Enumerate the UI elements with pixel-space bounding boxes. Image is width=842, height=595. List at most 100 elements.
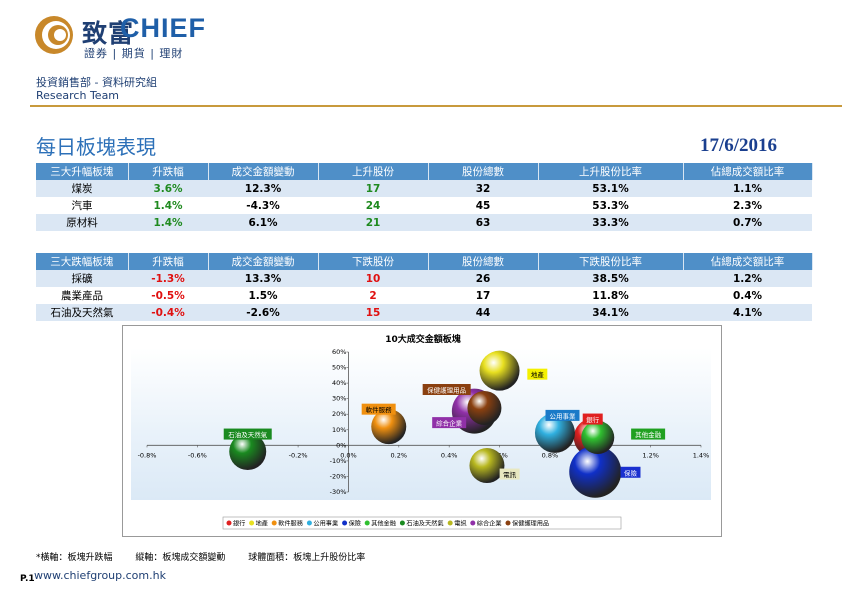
bottom_table-header-3: 下跌股份 xyxy=(318,253,429,270)
table-cell: 11.8% xyxy=(538,287,683,304)
y-tick-label: 30% xyxy=(332,395,346,403)
table-cell: 1.4% xyxy=(128,197,208,214)
top-losers-table: 三大跌幅板塊 升跌幅 成交金額變動 下跌股份 股份總數 下跌股份比率 佔總成交額比率 採礦 -… xyxy=(36,253,813,321)
top_table-header-3: 上升股份 xyxy=(318,163,429,180)
bubble-label-bg xyxy=(422,384,471,395)
top_table-header-0: 三大升幅板塊 xyxy=(36,163,129,180)
bubble-保險 xyxy=(569,445,622,498)
bubble-label: 其他金融 xyxy=(635,430,662,439)
table-cell: 1.5% xyxy=(208,287,318,304)
table-cell: -2.6% xyxy=(208,304,318,321)
table-cell: -1.3% xyxy=(128,270,208,287)
table-cell: 原材料 xyxy=(36,214,128,231)
table-cell: 0.4% xyxy=(683,287,812,304)
x-tick-label: -0.2% xyxy=(289,451,308,459)
bubble-其他金融 xyxy=(581,421,615,455)
y-tick-label: 20% xyxy=(332,410,346,418)
table-row: 汽車 1.4% -4.3% 24 45 53.3% 2.3% xyxy=(36,197,812,214)
legend-marker xyxy=(505,520,511,526)
table-cell: 2.3% xyxy=(683,197,812,214)
y-tick-label: -30% xyxy=(330,488,347,496)
table-cell: -4.3% xyxy=(208,197,318,214)
x-tick-label: 0.0% xyxy=(340,451,357,459)
y-tick-label: -10% xyxy=(330,457,347,465)
bubble-地產 xyxy=(479,350,520,391)
y-tick-label: 40% xyxy=(332,379,346,387)
bubble-label: 石油及天然氣 xyxy=(228,430,268,439)
x-tick-label: -0.8% xyxy=(138,451,157,459)
table-cell: 21 xyxy=(318,214,428,231)
table-cell: 採礦 xyxy=(36,270,128,287)
table-cell: 農業產品 xyxy=(36,287,128,304)
logo-subtitle: 證券 | 期貨 | 理財 xyxy=(84,47,184,60)
table-cell: 24 xyxy=(318,197,428,214)
legend-item: 地產 xyxy=(256,520,268,528)
table-cell: 1.2% xyxy=(683,270,812,287)
table-cell: 17 xyxy=(318,180,428,197)
bubble-石油及天然氣 xyxy=(229,433,267,471)
table-row: 採礦 -1.3% 13.3% 10 26 38.5% 1.2% xyxy=(36,270,812,287)
legend-marker xyxy=(306,520,312,526)
table-row: 石油及天然氣 -0.4% -2.6% 15 44 34.1% 4.1% xyxy=(36,304,812,321)
bubble-label-bg xyxy=(545,409,580,421)
x-tick-label: 0.2% xyxy=(391,451,408,459)
bubble-chart-svg: 10大成交金額板塊 -0.8%-0.6%-0.4%-0.2%0.0%0.2%0.… xyxy=(131,333,711,530)
y-tick-label: 10% xyxy=(332,426,346,434)
table-cell: 10 xyxy=(318,270,428,287)
bubble-label-bg xyxy=(620,466,641,478)
y-tick-label: -20% xyxy=(330,472,347,480)
table-cell: 0.7% xyxy=(683,214,812,231)
legend-marker xyxy=(226,520,232,526)
table-cell: 44 xyxy=(428,304,538,321)
legend-marker xyxy=(249,520,255,526)
bottom_table-header-6: 佔總成交額比率 xyxy=(683,253,813,270)
table-cell: 53.3% xyxy=(538,197,683,214)
legend-item: 保健護理用品 xyxy=(512,520,549,528)
table-cell: 13.3% xyxy=(208,270,318,287)
legend-item: 電訊 xyxy=(454,520,466,528)
chief-logo-icon xyxy=(35,16,73,54)
bottom_table-header-2: 成交金額變動 xyxy=(208,253,319,270)
table-cell: 63 xyxy=(428,214,538,231)
bubble-label-bg xyxy=(361,403,396,415)
x-tick-label: 1.2% xyxy=(642,451,659,459)
bubble-label: 地產 xyxy=(531,370,545,379)
footnote-y-axis: 縱軸：板塊成交額變動 xyxy=(135,553,226,563)
table-cell: 32 xyxy=(428,180,538,197)
top_table-header-1: 升跌幅 xyxy=(128,163,209,180)
legend-item: 銀行 xyxy=(233,520,245,528)
sector-bubble-chart: 10大成交金額板塊 -0.8%-0.6%-0.4%-0.2%0.0%0.2%0.… xyxy=(122,325,722,537)
y-tick-label: 0% xyxy=(336,441,346,449)
top_table-header-2: 成交金額變動 xyxy=(208,163,319,180)
website-link[interactable]: www.chiefgroup.com.hk xyxy=(34,569,166,582)
legend-marker xyxy=(399,520,405,526)
bubble-label: 保險 xyxy=(624,468,638,477)
table-cell: 45 xyxy=(428,197,538,214)
legend-marker xyxy=(342,520,348,526)
bubble-公用事業 xyxy=(534,412,575,453)
team-name: Research Team xyxy=(36,89,120,102)
table-cell: 12.3% xyxy=(208,180,318,197)
top_table-header-4: 股份總數 xyxy=(428,163,539,180)
bottom_table-header-5: 下跌股份比率 xyxy=(538,253,684,270)
y-tick-label: 50% xyxy=(332,364,346,372)
page-title: 每日板塊表現 xyxy=(36,135,156,159)
y-tick-label: 60% xyxy=(332,348,346,356)
bubble-label: 銀行 xyxy=(586,415,600,424)
table-cell: 4.1% xyxy=(683,304,812,321)
table-cell: -0.4% xyxy=(128,304,208,321)
table-cell: 汽車 xyxy=(36,197,128,214)
department-name: 投資銷售部 - 資料研究組 xyxy=(36,76,157,89)
legend-marker xyxy=(447,520,453,526)
chart-title: 10大成交金額板塊 xyxy=(385,333,461,345)
bottom_table-header-0: 三大跌幅板塊 xyxy=(36,253,129,270)
table-cell: 33.3% xyxy=(538,214,683,231)
bubble-軟件服務 xyxy=(371,409,407,445)
legend-item: 石油及天然氣 xyxy=(406,520,443,528)
bottom_table-header-4: 股份總數 xyxy=(428,253,539,270)
legend-item: 軟件服務 xyxy=(278,520,304,528)
logo-english: CHIEF xyxy=(120,13,206,43)
table-cell: 26 xyxy=(428,270,538,287)
table-cell: 6.1% xyxy=(208,214,318,231)
bubble-label-bg xyxy=(527,368,548,380)
